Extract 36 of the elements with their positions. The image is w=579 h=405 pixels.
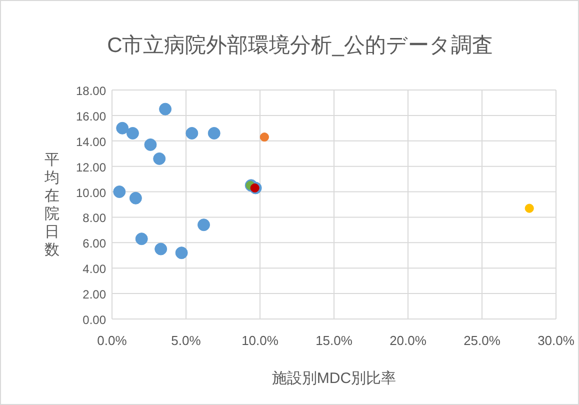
point [153,152,166,165]
y-tick-label: 18.00 [76,84,106,98]
x-tick-label: 15.0% [316,333,353,348]
y-tick-label: 12.00 [76,160,106,174]
point [159,102,172,116]
point [129,192,142,204]
y-tick-label: 4.00 [82,262,106,276]
x-tick-label: 30.0% [538,333,575,348]
y-tick-label: 16.00 [76,109,106,124]
x-axis-title: 施設別MDC別比率 [272,370,396,387]
point [175,246,188,260]
point [116,122,129,134]
y-tick-label: 6.00 [82,236,106,251]
y-tick-label: 10.00 [76,186,106,200]
point [524,204,534,213]
x-tick-label: 25.0% [464,333,501,348]
point [250,183,260,193]
x-tick-label: 10.0% [242,333,279,348]
y-axis-title: 平均在院日数 [44,152,60,258]
point [186,127,198,140]
point [126,127,139,140]
y-tick-label: 14.00 [76,134,106,149]
y-tick-label: 0.00 [82,313,106,327]
point [113,186,126,198]
y-tick-label: 2.00 [82,288,106,302]
point [144,138,157,151]
point [260,132,269,142]
x-tick-label: 5.0% [171,333,202,348]
y-tick-label: 8.00 [82,211,106,226]
x-tick-label: 20.0% [390,333,427,348]
point [135,232,148,246]
x-tick-label: 0.0% [97,333,128,348]
point [198,218,210,232]
chart-title: C市立病院外部環境分析_公的データ調査 [107,34,493,57]
point [208,127,220,140]
point [154,242,168,256]
